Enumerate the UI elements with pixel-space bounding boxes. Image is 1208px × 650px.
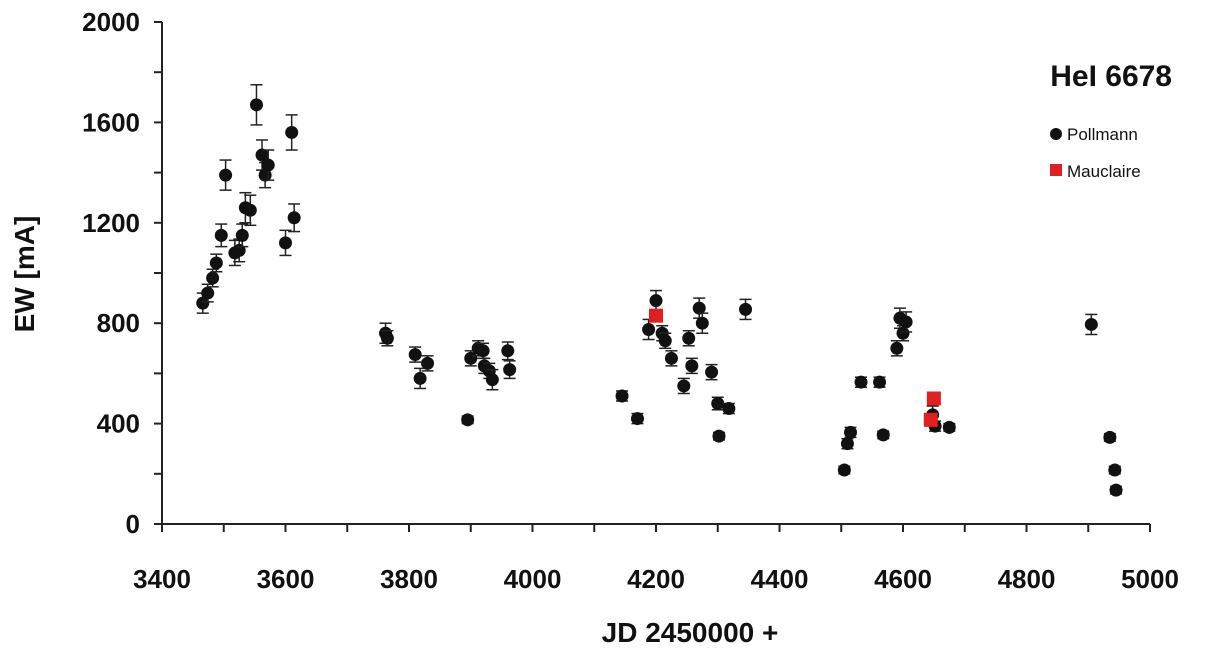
data-point-pollmann [739,302,753,316]
x-tick-label: 3800 [380,564,438,594]
legend-marker-mauclaire [1050,164,1062,176]
axes [161,22,1150,525]
data-point-pollmann [837,463,851,477]
data-point-pollmann [196,296,210,310]
data-point-pollmann [712,429,726,443]
data-point-pollmann [1109,483,1123,497]
data-point-mauclaire [649,308,663,323]
data-point-pollmann [249,98,263,112]
data-point-pollmann [844,425,858,439]
data-point-pollmann [1103,430,1117,444]
data-point-pollmann [705,365,719,379]
data-point-pollmann [664,351,678,365]
legend: Pollmann Mauclaire [1050,125,1141,181]
data-point-pollmann [243,203,257,217]
data-point-pollmann [854,375,868,389]
data-point-pollmann [677,379,691,393]
data-point-pollmann [503,363,517,377]
data-point-pollmann [658,334,672,348]
x-tick-label: 3600 [257,564,315,594]
data-point-pollmann [896,326,910,340]
data-point-pollmann [408,348,422,362]
x-tick-label: 3400 [133,564,191,594]
y-tick-label: 400 [97,409,140,439]
legend-marker-pollmann [1050,128,1062,140]
data-point-pollmann [261,158,275,172]
x-axis-title: JD 2450000 + [602,617,779,648]
data-point-pollmann [692,301,706,315]
x-tick-label: 4000 [504,564,562,594]
data-point-mauclaire [926,391,941,406]
y-tick-label: 800 [97,308,140,338]
data-point-pollmann [287,211,301,225]
x-tick-label: 4800 [998,564,1056,594]
data-point-pollmann [876,428,890,442]
data-point-pollmann [235,228,249,242]
data-marks [196,84,1123,497]
data-point-pollmann [682,331,696,345]
legend-label-mauclaire: Mauclaire [1067,162,1141,181]
data-point-pollmann [380,331,394,345]
data-point-pollmann [214,228,228,242]
data-point-pollmann [873,375,887,389]
ticks [154,21,1151,532]
y-axis-title: EW [mA] [9,216,40,333]
x-tick-label: 4400 [751,564,809,594]
data-point-pollmann [722,402,736,416]
tick-labels: 0 400 800 1200 1600 2000 3400 3600 3800 4000 4200 4… [82,7,1179,594]
data-point-pollmann [206,271,220,285]
data-point-pollmann [461,413,475,427]
data-point-pollmann [232,243,246,257]
data-point-pollmann [899,315,913,329]
data-point-pollmann [279,236,292,250]
data-point-pollmann [501,344,515,358]
data-point-pollmann [209,256,223,270]
data-point-pollmann [942,420,956,434]
data-point-pollmann [630,412,644,426]
data-point-pollmann [219,168,233,182]
data-point-pollmann [695,316,709,330]
data-point-pollmann [685,359,699,373]
data-point-pollmann [255,148,269,162]
y-tick-label: 2000 [82,7,140,37]
data-point-pollmann [421,356,435,370]
data-point-pollmann [1108,463,1122,477]
x-tick-label: 4600 [874,564,932,594]
y-tick-label: 1200 [82,208,140,238]
data-point-pollmann [642,322,656,336]
data-point-mauclaire [923,412,938,427]
legend-label-pollmann: Pollmann [1067,125,1138,144]
data-point-pollmann [413,371,427,385]
data-point-pollmann [1084,317,1098,331]
chart-title: HeI 6678 [1050,60,1172,93]
y-tick-label: 1600 [82,107,140,137]
x-tick-label: 4200 [627,564,685,594]
data-point-pollmann [201,286,215,300]
data-point-pollmann [485,373,499,387]
data-point-pollmann [711,397,725,411]
data-point-pollmann [649,294,663,308]
data-point-pollmann [615,389,629,403]
data-point-pollmann [840,437,854,451]
data-point-pollmann [476,344,490,358]
data-point-pollmann [890,341,904,355]
y-tick-label: 0 [126,509,140,539]
data-point-pollmann [285,125,299,139]
x-tick-label: 5000 [1121,564,1179,594]
